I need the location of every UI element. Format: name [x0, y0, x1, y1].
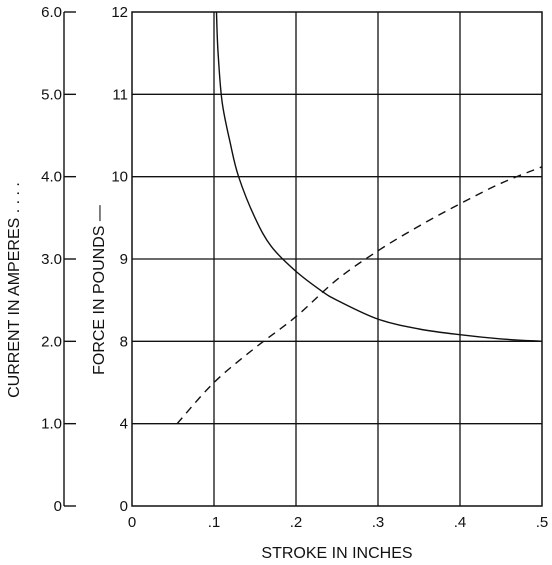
- current-tick-label: 2.0: [41, 333, 62, 350]
- x-axis: 0 .1 .2 .3 .4 .5: [128, 514, 548, 531]
- force-curve: [215, 11, 543, 342]
- current-tick-label: 6.0: [41, 4, 62, 21]
- data-series: [176, 11, 543, 425]
- current-tick-label: 3.0: [41, 251, 62, 268]
- x-tick-label: .2: [290, 514, 303, 531]
- force-tick-label: 0: [120, 498, 128, 515]
- force-tick-label: 12: [111, 4, 128, 21]
- x-tick-label: .1: [208, 514, 221, 531]
- x-tick-label: .5: [536, 514, 549, 531]
- current-tick-label: 5.0: [41, 86, 62, 103]
- force-tick-label: 11: [112, 86, 128, 103]
- current-tick-label: 1.0: [41, 416, 62, 433]
- force-tick-label: 10: [111, 169, 128, 186]
- force-tick-label: 8: [120, 333, 128, 350]
- current-axis: 0 1.0 2.0 3.0 4.0 5.0 6.0: [41, 4, 76, 515]
- x-tick-label: 0: [128, 514, 136, 531]
- force-axis-title: FORCE IN POUNDS —: [91, 205, 108, 375]
- x-axis-title: STROKE IN INCHES: [261, 545, 412, 562]
- grid-lines: [132, 12, 542, 506]
- current-curve: [176, 166, 543, 425]
- x-tick-label: .4: [454, 514, 467, 531]
- current-tick-label: 4.0: [41, 169, 62, 186]
- x-tick-label: .3: [372, 514, 385, 531]
- force-tick-label: 9: [120, 251, 128, 268]
- current-tick-label: 0: [54, 498, 62, 515]
- force-tick-label: 4: [120, 416, 128, 433]
- force-axis: 0 4 8 9 10 11 12: [111, 4, 128, 515]
- current-axis-title: CURRENT IN AMPERES . . . .: [6, 182, 23, 398]
